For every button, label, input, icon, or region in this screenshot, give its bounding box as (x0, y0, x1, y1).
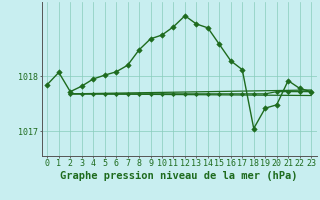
X-axis label: Graphe pression niveau de la mer (hPa): Graphe pression niveau de la mer (hPa) (60, 171, 298, 181)
